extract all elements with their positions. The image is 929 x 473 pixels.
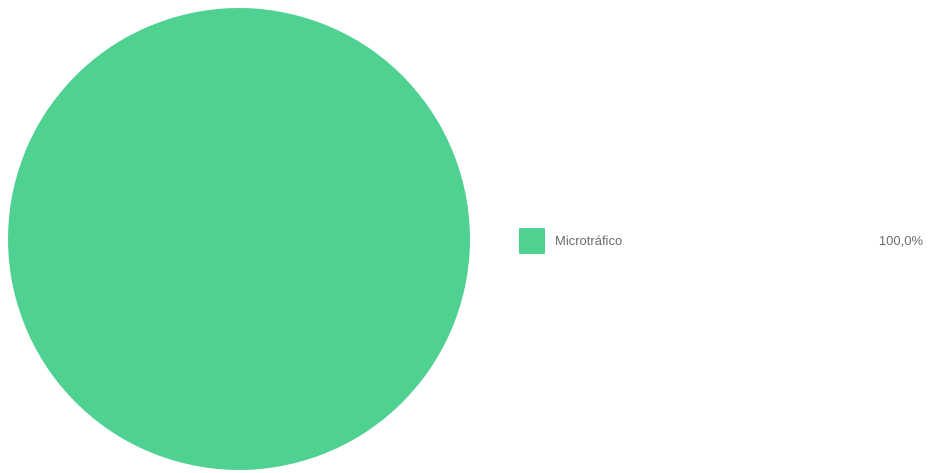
legend-swatch-microtrafico	[519, 228, 545, 254]
legend-item-microtrafico: Microtráfico 100,0%	[519, 228, 923, 254]
legend-value-microtrafico: 100,0%	[878, 233, 923, 248]
legend-label-microtrafico: Microtráfico	[555, 233, 623, 248]
pie-slice-microtrafico	[8, 8, 470, 470]
